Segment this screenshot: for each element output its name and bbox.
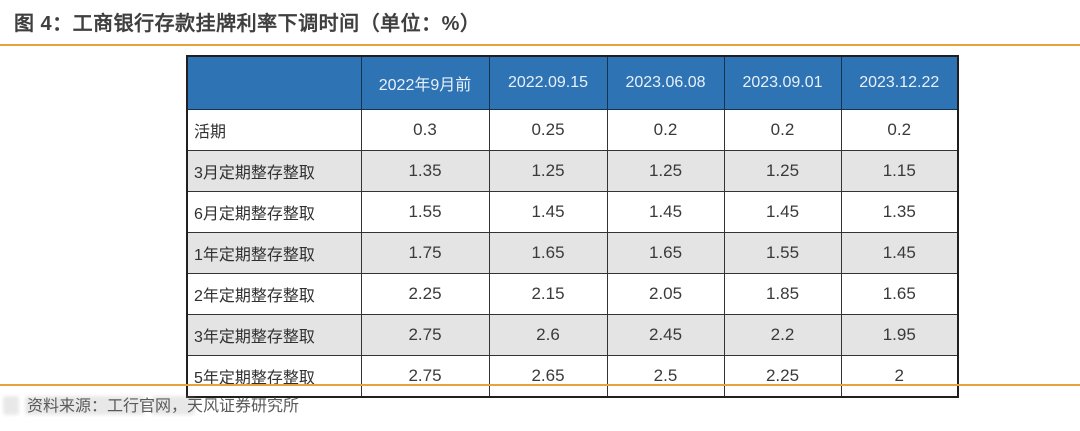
- row-label: 5年定期整存整取: [186, 355, 362, 398]
- row-label: 3年定期整存整取: [186, 314, 362, 356]
- rate-cell: 1.65: [488, 232, 608, 274]
- table-row: 1年定期整存整取 1.75 1.65 1.65 1.55 1.45: [186, 232, 959, 274]
- row-label: 2年定期整存整取: [186, 273, 362, 315]
- rates-table-container: 2022年9月前 2022.09.15 2023.06.08 2023.09.0…: [186, 55, 959, 398]
- column-header: 2023.09.01: [723, 55, 842, 110]
- table-row: 3月定期整存整取 1.35 1.25 1.25 1.25 1.15: [186, 150, 959, 192]
- rate-cell: 1.35: [840, 191, 959, 233]
- row-label: 3月定期整存整取: [186, 150, 362, 192]
- table-row: 6月定期整存整取 1.55 1.45 1.45 1.45 1.35: [186, 191, 959, 233]
- row-label: 1年定期整存整取: [186, 232, 362, 274]
- column-header: 2022年9月前: [360, 55, 490, 110]
- column-header: 2022.09.15: [488, 55, 608, 110]
- rate-cell: 2.75: [360, 314, 490, 356]
- source-note: 资料来源：工行官网，天风证券研究所: [27, 398, 300, 415]
- rate-cell: 1.45: [488, 191, 608, 233]
- rate-cell: 1.45: [840, 232, 959, 274]
- rate-cell: 1.35: [360, 150, 490, 192]
- table-row: 活期 0.3 0.25 0.2 0.2 0.2: [186, 109, 959, 151]
- rate-cell: 2.45: [606, 314, 725, 356]
- rate-cell: 0.2: [723, 109, 842, 151]
- table-row: 5年定期整存整取 2.75 2.65 2.5 2.25 2: [186, 355, 959, 398]
- rate-cell: 0.2: [606, 109, 725, 151]
- header-row: 2022年9月前 2022.09.15 2023.06.08 2023.09.0…: [186, 55, 959, 110]
- rate-cell: 1.25: [723, 150, 842, 192]
- rate-cell: 0.2: [840, 109, 959, 151]
- rate-cell: 0.3: [360, 109, 490, 151]
- rate-cell: 2.2: [723, 314, 842, 356]
- top-accent-rule: [0, 44, 1080, 46]
- rate-cell: 2.15: [488, 273, 608, 315]
- rate-cell: 2.05: [606, 273, 725, 315]
- column-header: 2023.12.22: [840, 55, 959, 110]
- rate-cell: 0.25: [488, 109, 608, 151]
- rate-cell: 1.75: [360, 232, 490, 274]
- bottom-accent-rule: [0, 384, 1080, 386]
- corner-cell: [186, 55, 362, 110]
- rate-cell: 1.85: [723, 273, 842, 315]
- rate-cell: 2.75: [360, 355, 490, 398]
- rate-cell: 2.65: [488, 355, 608, 398]
- rate-cell: 2.25: [360, 273, 490, 315]
- rate-cell: 1.45: [723, 191, 842, 233]
- rate-cell: 2: [840, 355, 959, 398]
- row-label: 活期: [186, 109, 362, 151]
- rates-table: 2022年9月前 2022.09.15 2023.06.08 2023.09.0…: [186, 55, 959, 398]
- figure-title: 图 4：工商银行存款挂牌利率下调时间（单位：%）: [14, 13, 481, 35]
- rate-cell: 1.65: [606, 232, 725, 274]
- rate-cell: 2.6: [488, 314, 608, 356]
- rate-cell: 1.45: [606, 191, 725, 233]
- rate-cell: 1.95: [840, 314, 959, 356]
- rate-cell: 1.55: [360, 191, 490, 233]
- rate-cell: 1.65: [840, 273, 959, 315]
- rate-cell: 2.25: [723, 355, 842, 398]
- rate-cell: 1.25: [606, 150, 725, 192]
- rate-cell: 1.55: [723, 232, 842, 274]
- rate-cell: 1.15: [840, 150, 959, 192]
- rate-cell: 1.25: [488, 150, 608, 192]
- table-row: 2年定期整存整取 2.25 2.15 2.05 1.85 1.65: [186, 273, 959, 315]
- rate-cell: 2.5: [606, 355, 725, 398]
- table-row: 3年定期整存整取 2.75 2.6 2.45 2.2 1.95: [186, 314, 959, 356]
- column-header: 2023.06.08: [606, 55, 725, 110]
- row-label: 6月定期整存整取: [186, 191, 362, 233]
